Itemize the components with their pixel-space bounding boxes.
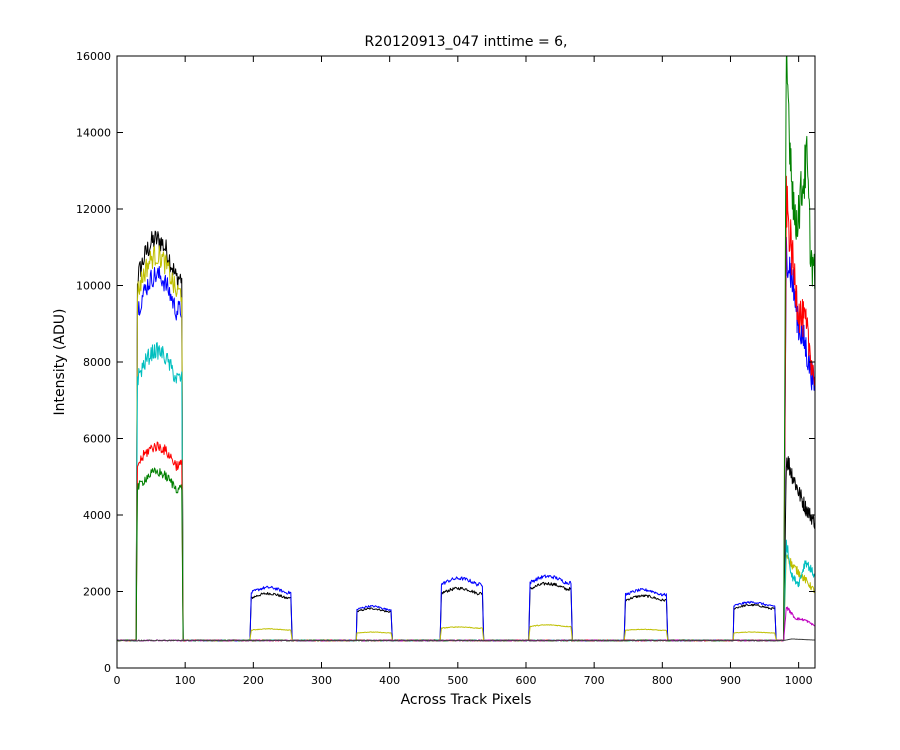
x-tick-label: 700 xyxy=(584,674,605,687)
y-tick-label: 10000 xyxy=(76,280,111,293)
y-axis-ticks: 0 2000 4000 6000 8000 10000 12000 14000 16000 xyxy=(76,50,815,675)
y-tick-label: 6000 xyxy=(83,433,111,446)
y-tick-label: 4000 xyxy=(83,509,111,522)
y-tick-label: 8000 xyxy=(83,356,111,369)
y-tick-label: 12000 xyxy=(76,203,111,216)
plot-area xyxy=(117,56,815,668)
x-tick-label: 900 xyxy=(720,674,741,687)
x-tick-label: 200 xyxy=(243,674,264,687)
series-layer xyxy=(116,55,816,642)
x-tick-label: 800 xyxy=(652,674,673,687)
x-tick-label: 300 xyxy=(311,674,332,687)
y-tick-label: 16000 xyxy=(76,50,111,63)
x-tick-label: 1000 xyxy=(785,674,813,687)
x-tick-label: 400 xyxy=(379,674,400,687)
series-line-7 xyxy=(116,638,816,642)
x-tick-label: 500 xyxy=(447,674,468,687)
x-tick-label: 100 xyxy=(175,674,196,687)
x-tick-label: 600 xyxy=(515,674,536,687)
x-axis-label: Across Track Pixels xyxy=(401,692,532,708)
y-tick-label: 0 xyxy=(104,662,111,675)
y-tick-label: 14000 xyxy=(76,127,111,140)
x-tick-label: 0 xyxy=(114,674,121,687)
y-tick-label: 2000 xyxy=(83,586,111,599)
y-axis-label: Intensity (ADU) xyxy=(52,309,68,416)
chart-title: R20120913_047 inttime = 6, xyxy=(364,34,567,50)
x-axis-ticks: 0 100 200 300 400 500 600 700 800 900 1000 xyxy=(114,56,813,687)
